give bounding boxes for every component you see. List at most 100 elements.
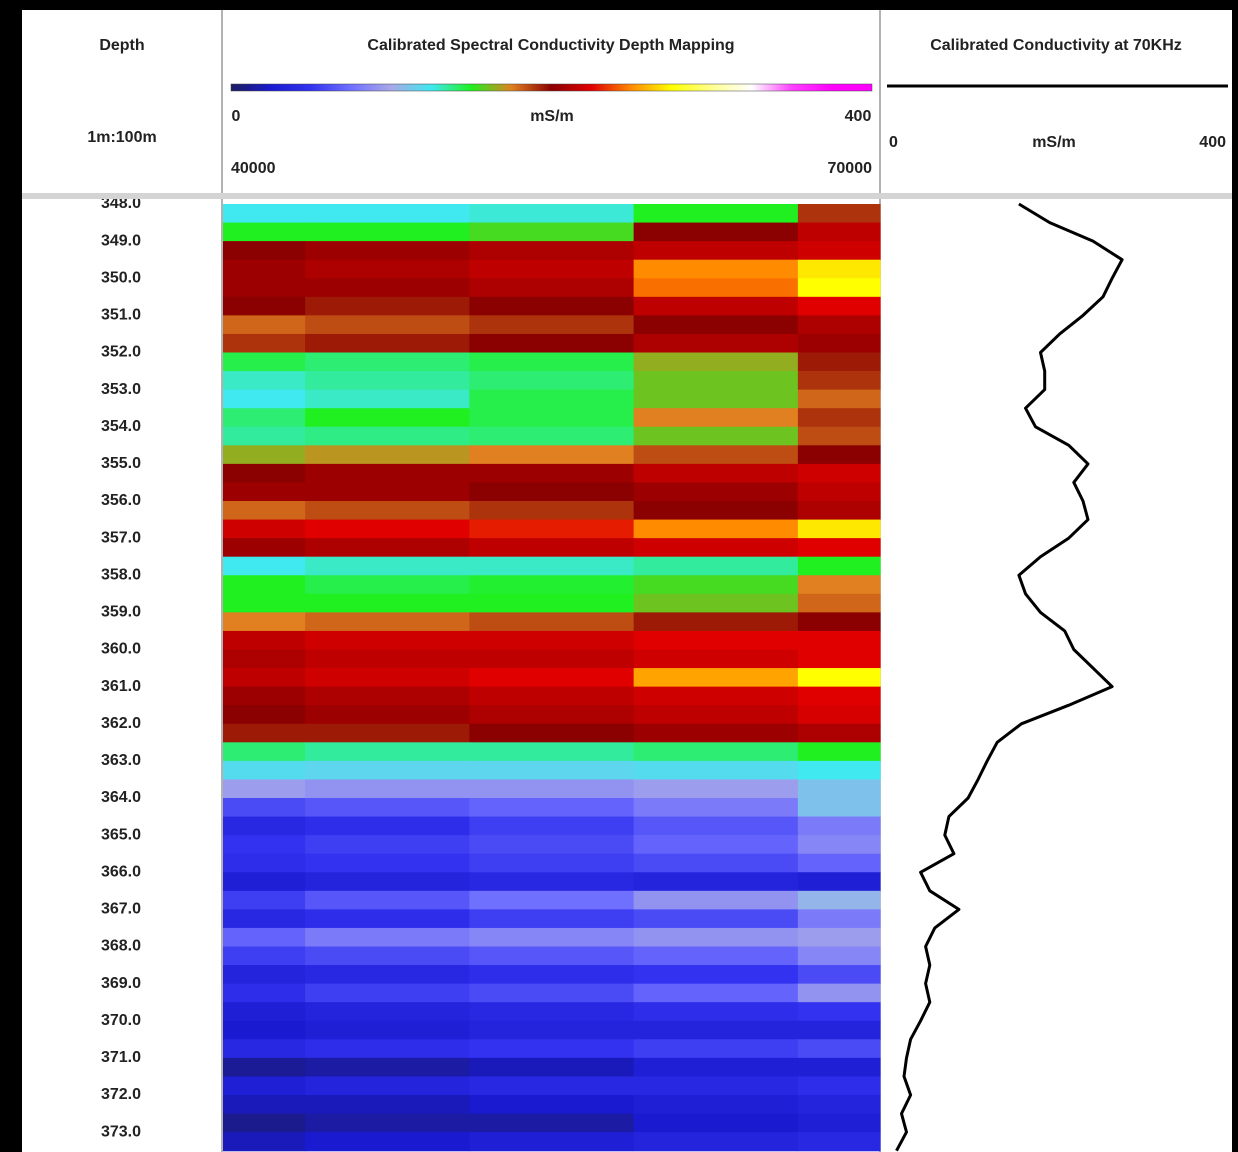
heatmap-cell [797,538,881,558]
heatmap-cell [469,538,635,558]
heatmap-cell [305,983,470,1003]
depth-label: 350.0 [101,269,141,286]
depth-label: 369.0 [101,975,141,992]
heatmap-cell [633,1132,799,1152]
heatmap-cell [223,686,306,706]
heatmap-cell [469,779,635,799]
heatmap-cell [797,389,881,409]
heatmap-cell [223,408,306,428]
colorbar-tick-label: 400 [845,108,872,125]
heatmap-cell [223,204,306,224]
frequency-tick-label: 70000 [828,160,873,177]
heatmap-cell [797,556,881,576]
heatmap-cell [305,259,470,279]
heatmap-cell [223,909,306,929]
depth-label: 358.0 [101,566,141,583]
heatmap-cell [797,742,881,762]
heatmap-cell [633,463,799,484]
heatmap-cell [797,798,881,818]
heatmap-cell [633,1039,799,1059]
heatmap-cell [223,853,306,873]
heatmap-cell [797,909,881,929]
curve-axis-label: mS/m [1032,134,1076,151]
heatmap-cell [797,445,881,465]
heatmap-cell [469,259,635,279]
heatmap-cell [223,463,306,484]
heatmap-cell [633,853,799,873]
heatmap-cell [469,816,635,836]
heatmap-cell [305,352,470,372]
heatmap-cell [305,649,470,669]
heatmap-cell [633,705,799,725]
heatmap-cell [223,259,306,279]
heatmap-cell [223,1002,306,1022]
depth-label: 371.0 [101,1049,141,1066]
heatmap-cell [797,1076,881,1096]
heatmap-cell [469,222,635,242]
heatmap-cell [633,723,799,743]
heatmap-cell [633,872,799,892]
curve-tick-label: 400 [1199,134,1226,151]
heatmap-cell [223,519,306,539]
heatmap-cell [797,853,881,873]
heatmap-cell [469,1057,635,1078]
heatmap-cell [469,241,635,261]
heatmap-cell [223,630,306,651]
heatmap-cell [305,1002,470,1022]
heatmap-cell [633,575,799,595]
heatmap-cell [797,463,881,484]
heatmap-cell [469,1076,635,1096]
header-separator [22,193,1232,199]
heatmap-cell [469,668,635,688]
heatmap-cell [223,872,306,892]
heatmap-cell [305,556,470,576]
heatmap-cell [305,835,470,855]
heatmap-cell [223,1020,306,1040]
heatmap-cell [223,538,306,558]
depth-label: 372.0 [101,1086,141,1103]
heatmap-cell [633,445,799,465]
frequency-tick-label: 40000 [231,160,276,177]
heatmap-cell [633,1020,799,1040]
heatmap-cell [797,1002,881,1022]
heatmap-cell [223,742,306,762]
heatmap-cell [633,222,799,242]
heatmap-cell [633,501,799,521]
heatmap-cell [305,946,470,966]
heatmap-cell [305,389,470,409]
heatmap-cell [469,315,635,335]
heatmap-cell [797,371,881,391]
heatmap-cell [633,612,799,632]
heatmap-cell [305,890,470,910]
heatmap-cell [305,1113,470,1133]
depth-label: 366.0 [101,863,141,880]
heatmap-cell [223,389,306,409]
heatmap-cell [223,835,306,855]
colorbar [230,83,873,92]
heatmap-cell [305,463,470,484]
heatmap-cell [469,1039,635,1059]
heatmap-cell [305,760,470,781]
heatmap-cell [469,612,635,632]
heatmap-cell [797,927,881,948]
heatmap-cell [305,371,470,391]
heatmap-cell [797,816,881,836]
heatmap-cell [797,426,881,446]
heatmap-cell [633,946,799,966]
depth-label: 348.0 [101,195,141,212]
heatmap-cell [633,259,799,279]
heatmap-cell [633,630,799,651]
heatmap-cell [797,779,881,799]
heatmap-cell [305,519,470,539]
heatmap-cell [305,538,470,558]
heatmap-cell [305,1095,470,1115]
depth-label: 361.0 [101,678,141,695]
heatmap-cell [305,872,470,892]
heatmap-cell [797,278,881,298]
heatmap-cell [633,1002,799,1022]
heatmap-cell [305,278,470,298]
heatmap-cell [469,501,635,521]
heatmap-cell [797,668,881,688]
heatmap-cell [223,575,306,595]
heatmap-cell [633,1113,799,1133]
